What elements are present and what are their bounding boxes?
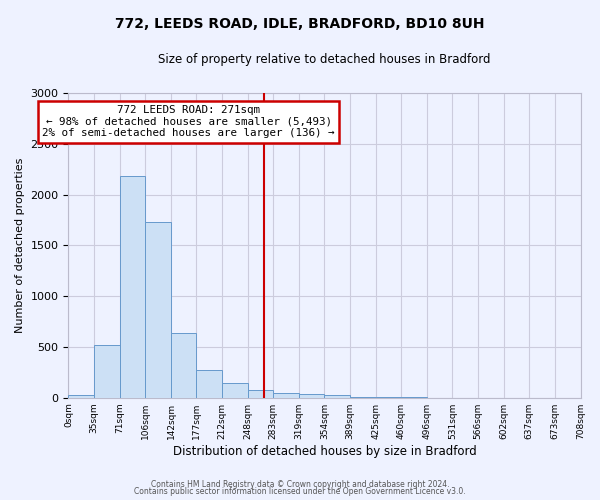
- Bar: [145, 222, 171, 398]
- Text: 772, LEEDS ROAD, IDLE, BRADFORD, BD10 8UH: 772, LEEDS ROAD, IDLE, BRADFORD, BD10 8U…: [115, 18, 485, 32]
- Bar: [94, 345, 120, 398]
- Bar: [171, 332, 196, 398]
- Bar: [299, 394, 325, 398]
- Text: Contains HM Land Registry data © Crown copyright and database right 2024.: Contains HM Land Registry data © Crown c…: [151, 480, 449, 489]
- Bar: [273, 392, 299, 398]
- Title: Size of property relative to detached houses in Bradford: Size of property relative to detached ho…: [158, 52, 491, 66]
- Text: 772 LEEDS ROAD: 271sqm
← 98% of detached houses are smaller (5,493)
2% of semi-d: 772 LEEDS ROAD: 271sqm ← 98% of detached…: [43, 105, 335, 138]
- Bar: [120, 176, 145, 398]
- Bar: [222, 384, 248, 398]
- Bar: [68, 395, 94, 398]
- Bar: [376, 397, 401, 398]
- Bar: [196, 370, 222, 398]
- Y-axis label: Number of detached properties: Number of detached properties: [15, 158, 25, 333]
- Bar: [325, 394, 350, 398]
- Bar: [350, 396, 376, 398]
- Bar: [248, 390, 273, 398]
- Text: Contains public sector information licensed under the Open Government Licence v3: Contains public sector information licen…: [134, 487, 466, 496]
- X-axis label: Distribution of detached houses by size in Bradford: Distribution of detached houses by size …: [173, 444, 476, 458]
